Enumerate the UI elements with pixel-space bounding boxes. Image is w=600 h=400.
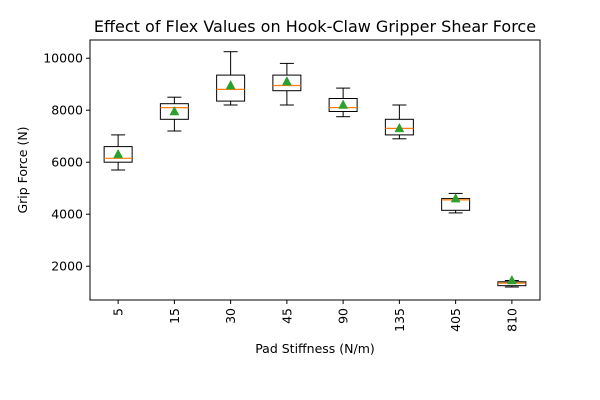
y-axis-label: Grip Force (N)	[15, 126, 30, 213]
box-iqr	[384, 118, 414, 136]
y-tick-label: 4000	[51, 207, 83, 222]
plot-area-frame	[89, 39, 541, 301]
mean-marker	[113, 148, 124, 159]
x-tick-label: 135	[392, 308, 407, 332]
x-tick-label: 15	[167, 308, 182, 324]
box-iqr	[159, 103, 189, 120]
mean-marker	[338, 99, 349, 109]
mean-marker	[169, 105, 180, 116]
box-iqr	[216, 74, 246, 102]
x-tick-label: 30	[223, 308, 238, 324]
x-tick-label: 405	[448, 308, 463, 332]
x-tick-label: 810	[504, 308, 519, 332]
y-tick-label: 10000	[43, 51, 83, 66]
mean-marker	[281, 76, 292, 86]
box-iqr	[328, 98, 358, 112]
y-tick-label: 2000	[51, 259, 83, 274]
x-tick-label: 5	[111, 308, 126, 316]
x-tick-label: 45	[279, 308, 294, 324]
x-axis-label: Pad Stiffness (N/m)	[255, 341, 375, 356]
box-iqr	[272, 74, 302, 92]
plot-marks: 2000 4000 6000 8000 10000 5 15 30 45 90 135 405 810	[43, 51, 527, 332]
mean-marker	[225, 79, 236, 90]
x-tick-label: 90	[336, 308, 351, 324]
chart-title: Effect of Flex Values on Hook-Claw Gripp…	[94, 17, 536, 36]
y-tick-label: 8000	[51, 103, 83, 118]
mean-marker	[506, 274, 517, 285]
mean-marker	[394, 122, 405, 133]
mean-marker	[450, 193, 461, 203]
box-iqr	[103, 146, 133, 163]
y-tick-label: 6000	[51, 155, 83, 170]
